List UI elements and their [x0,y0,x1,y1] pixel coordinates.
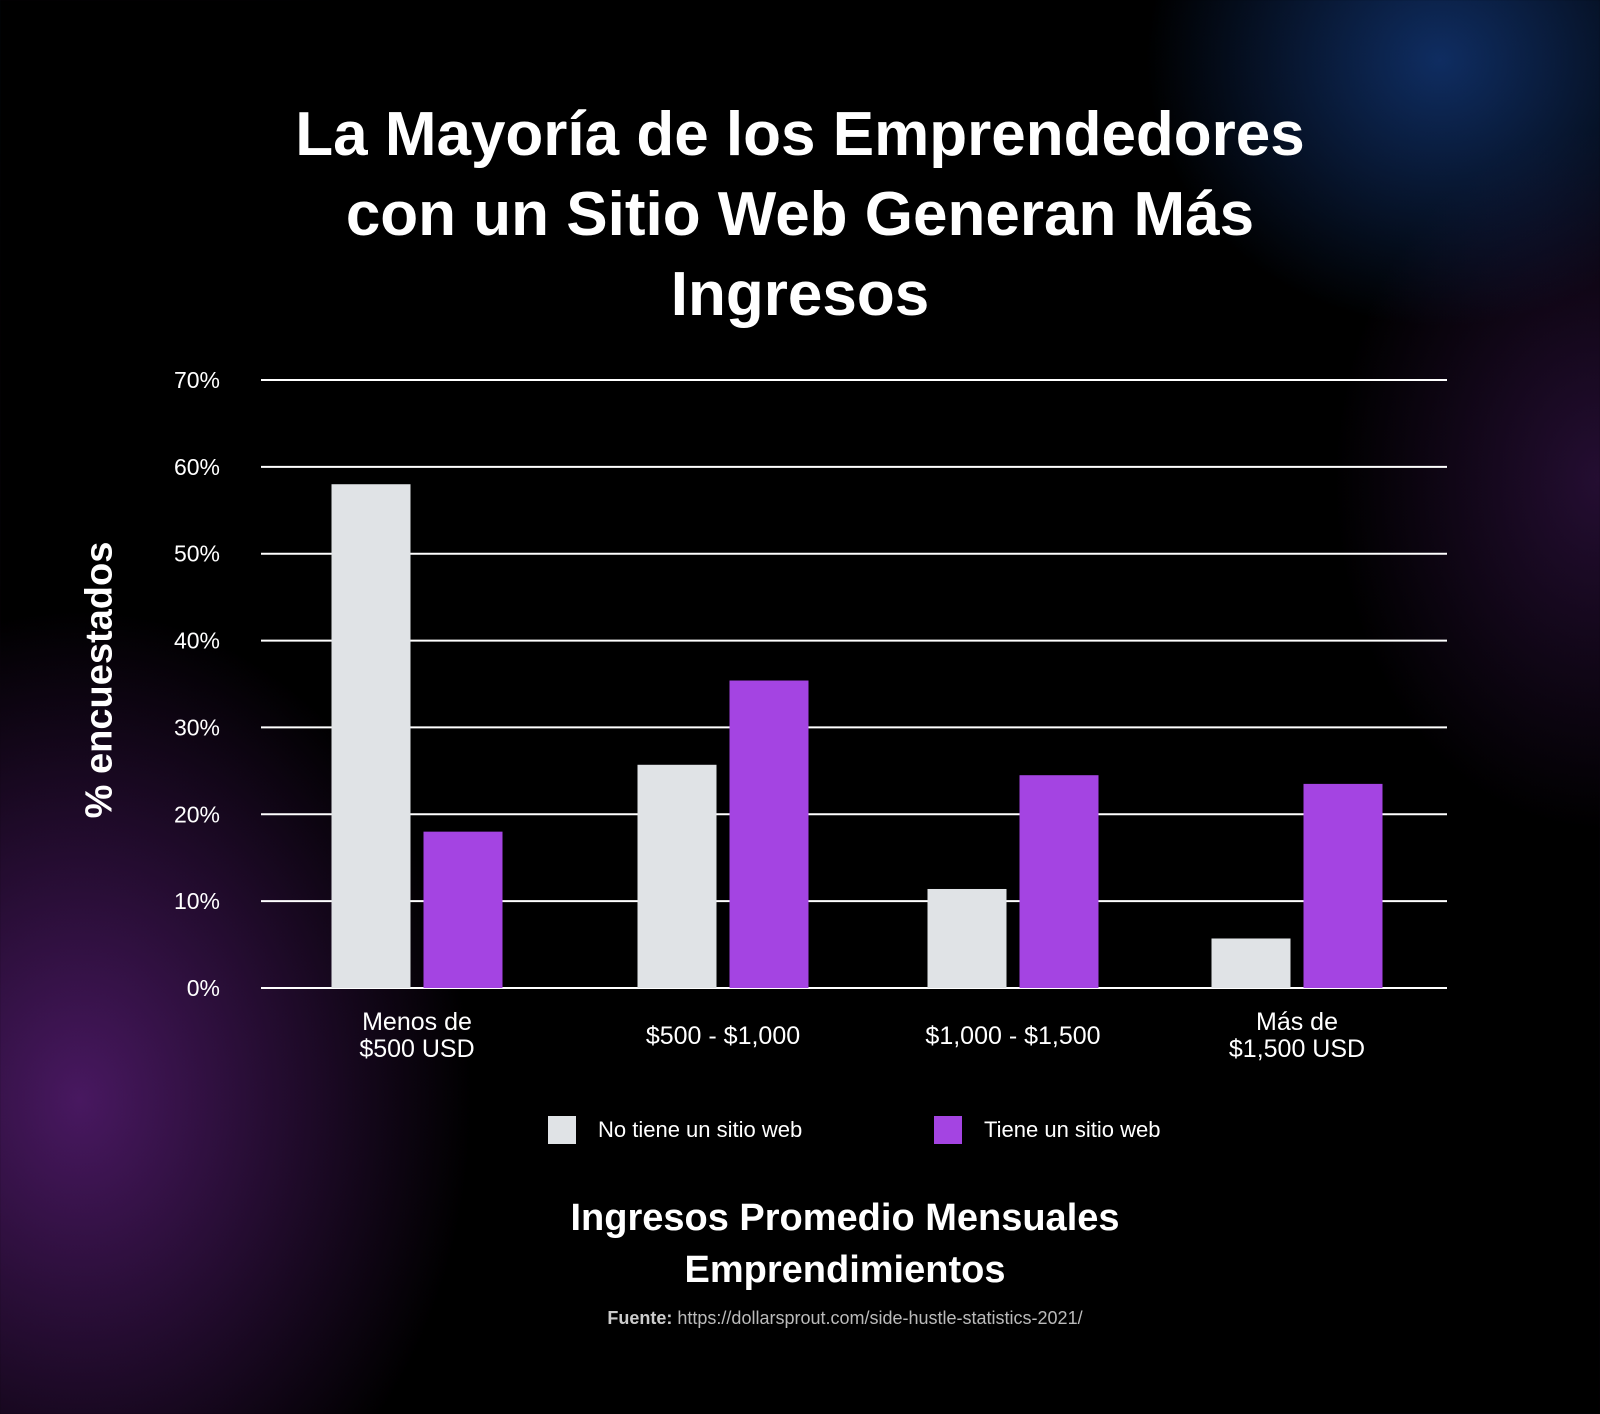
title-line: Ingresos [670,260,930,329]
y-tick-label: 20% [174,801,220,827]
source-note: Fuente: https://dollarsprout.com/side-hu… [0,1308,1600,1329]
source-label: Fuente: [607,1308,673,1328]
legend-swatch [548,1116,576,1144]
bar [1019,775,1099,988]
y-tick-label: 60% [174,454,220,480]
y-tick-label: 10% [174,888,220,914]
title-line: La Mayoría de los Emprendedores [295,100,1305,169]
x-tick-label: $500 - $1,000 [646,1022,800,1050]
x-tick-label: $1,000 - $1,500 [925,1022,1100,1050]
y-tick-label: 0% [187,975,220,1001]
x-title-line: Emprendimientos [684,1249,1006,1291]
bar [927,888,1007,988]
y-tick-label: 40% [174,628,220,654]
legend-label: Tiene un sitio web [984,1117,1161,1142]
x-axis-title: Ingresos Promedio Mensuales Emprendimien… [0,1192,1600,1296]
title-line: con un Sitio Web Generan Más [345,180,1255,249]
y-tick-label: 30% [174,714,220,740]
x-tick-label: Más de [1256,1008,1338,1036]
bar [1211,938,1291,988]
y-tick-label: 70% [174,367,220,393]
y-tick-label: 50% [174,541,220,567]
bar [423,831,503,988]
bar [637,764,717,988]
x-tick-label: Menos de [362,1008,472,1036]
x-title-line: Ingresos Promedio Mensuales [570,1197,1120,1239]
x-tick-label: $1,500 USD [1229,1035,1365,1063]
bar [1303,783,1383,988]
legend-label: No tiene un sitio web [598,1117,803,1142]
bar-chart: 0% 10% 20% 30% 40% 50% 60% 70% Menos de$500 USD $… [174,367,1447,1063]
x-tick-label: $500 USD [359,1035,474,1063]
source-url[interactable]: https://dollarsprout.com/side-hustle-sta… [677,1308,1083,1328]
legend-item-no-website: No tiene un sitio web [548,1116,802,1144]
legend-item-website: Tiene un sitio web [934,1116,1161,1144]
chart-title: La Mayoría de los Emprendedores con un S… [0,95,1600,335]
bar [729,680,809,988]
bar [331,484,411,988]
legend-swatch [934,1116,962,1144]
